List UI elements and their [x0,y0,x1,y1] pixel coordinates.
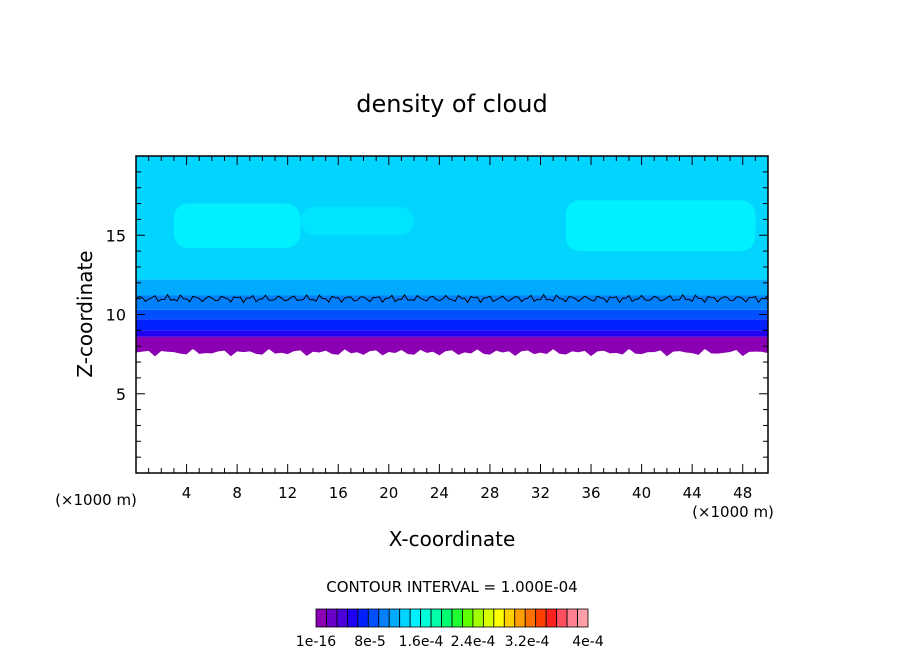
colorbar-swatch [357,608,369,628]
x-axis-label: X-coordinate [389,527,516,551]
x-tick-label: 40 [632,484,651,502]
heatmap-field [136,156,768,357]
colorbar [315,608,589,628]
colorbar-swatch [388,608,401,628]
density-layer-4 [136,295,768,310]
colorbar-swatch [493,608,505,628]
y-axis-label: Z-coordinate [73,250,97,377]
colorbar-swatch [545,608,558,628]
x-tick-label: 32 [531,484,550,502]
colorbar-swatch [409,608,422,628]
colorbar-swatch [430,608,442,628]
x-tick-label: 28 [480,484,499,502]
contour-line [136,293,768,304]
colorbar-swatch [462,608,474,628]
density-layer-1 [136,330,768,337]
colorbar-swatch [420,608,432,628]
density-layer-5 [136,279,768,296]
density-patch-0 [173,203,301,248]
colorbar-label: 1e-16 [296,634,336,650]
colorbar-swatch [482,608,495,628]
x-tick-label: 16 [329,484,348,502]
density-layer-3 [136,309,768,320]
y-tick-label: 10 [106,306,126,325]
x-unit-label: (×1000 m) [692,503,774,521]
colorbar-swatch [441,608,453,628]
x-tick-label: 20 [379,484,398,502]
x-tick-label: 8 [232,484,242,502]
colorbar-labels: 1e-16 8e-5 1.6e-4 2.4e-4 3.2e-4 4e-4 [296,634,604,650]
colorbar-swatch [315,608,327,628]
colorbar-swatch [577,608,589,628]
z-unit-label: (×1000 m) [55,491,137,509]
colorbar-swatch [346,608,359,628]
y-tick-label: 15 [106,226,126,245]
x-tick-label: 12 [278,484,297,502]
x-axis-ticks: 4 8 12 16 20 24 28 32 36 40 44 48 [148,156,756,502]
y-axis-ticks: 5 10 15 [106,171,768,458]
x-tick-label: 44 [683,484,702,502]
colorbar-swatch [399,608,411,628]
chart-title: density of cloud [356,90,547,118]
colorbar-swatch [514,608,526,628]
density-patch-1 [565,200,756,252]
colorbar-label: 8e-5 [354,634,385,650]
contour-interval-text: CONTOUR INTERVAL = 1.000E-04 [326,578,577,596]
colorbar-swatch [367,608,380,628]
colorbar-swatch [472,608,484,628]
density-patch-2 [300,206,415,236]
colorbar-swatch [378,608,390,628]
colorbar-label: 4e-4 [572,634,604,650]
colorbar-swatch [566,608,578,628]
cloud-base-fringe [136,339,768,357]
y-tick-label: 5 [116,385,126,404]
colorbar-swatch [503,608,516,628]
colorbar-label: 1.6e-4 [399,634,444,650]
colorbar-swatch [556,608,568,628]
x-tick-label: 24 [430,484,449,502]
colorbar-swatch [535,608,547,628]
contour-lines [136,293,768,304]
x-tick-label: 48 [733,484,752,502]
colorbar-swatch [524,608,537,628]
x-tick-label: 36 [581,484,600,502]
colorbar-label: 2.4e-4 [451,634,496,650]
x-tick-label: 4 [182,484,192,502]
colorbar-swatch [326,608,338,628]
colorbar-swatch [451,608,463,628]
density-layer-2 [136,319,768,331]
colorbar-swatch [336,608,348,628]
colorbar-label: 3.2e-4 [505,634,550,650]
